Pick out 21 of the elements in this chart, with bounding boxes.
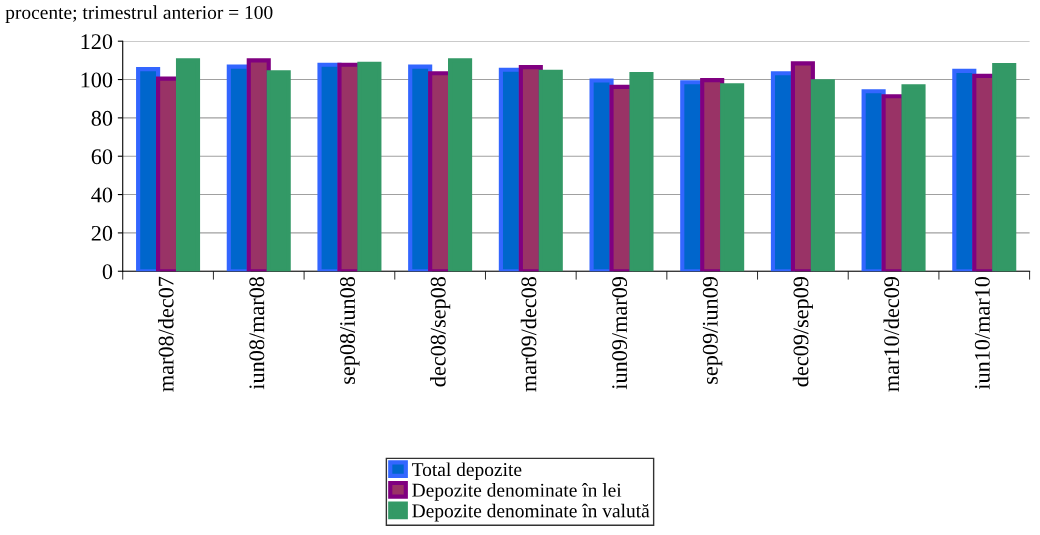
x-tick-label: dec08/sep08 — [430, 276, 451, 387]
y-tick-label: 60 — [91, 149, 113, 165]
x-tick-label: sep09/iun09 — [702, 277, 723, 384]
x-tick-label: sep08/iun08 — [340, 276, 360, 384]
x-tick-label: mar09/dec08 — [520, 276, 537, 392]
x-tick-label: iun08/mar08 — [249, 276, 265, 390]
x-tick-label: mar10/dec09 — [883, 277, 900, 392]
y-tick-label: 40 — [91, 187, 113, 203]
x-tick-label: mar08/dec07 — [157, 276, 174, 392]
legend-label: Depozite denominate în lei — [412, 483, 622, 501]
y-tick-label: 0 — [102, 264, 113, 280]
x-tick-label: dec09/sep09 — [792, 277, 813, 387]
x-tick-label: iun09/mar09 — [612, 277, 628, 390]
chart-subtitle: procente; trimestrul anterior = 100 — [5, 5, 273, 23]
y-tick-label: 120 — [81, 34, 113, 50]
y-tick-label: 100 — [81, 72, 113, 88]
y-tick-label: 20 — [91, 225, 113, 241]
x-tick-label: iun10/mar10 — [974, 276, 990, 390]
legend-label: Depozite denominate în valută — [412, 503, 650, 522]
legend-label: Total depozite — [411, 462, 522, 481]
y-tick-label: 80 — [91, 110, 113, 126]
